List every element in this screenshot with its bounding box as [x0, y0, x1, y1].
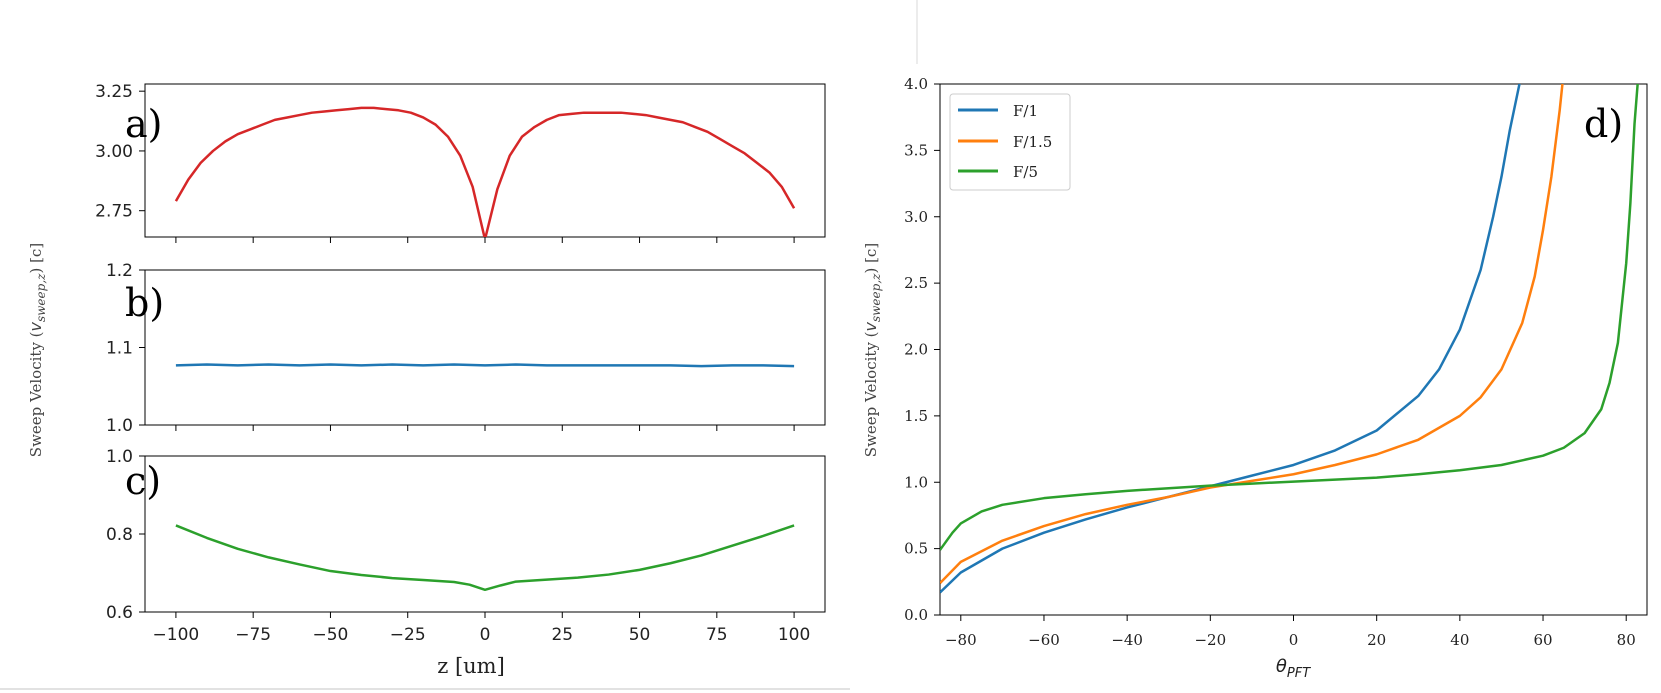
x-tick-label: −75 [235, 625, 271, 645]
x-tick-label: 0 [480, 625, 491, 645]
panel-label-b: b) [125, 281, 164, 325]
series-line-f-1 [940, 84, 1521, 594]
y-tick-label: 0.6 [106, 603, 133, 623]
x-tick-label: 25 [551, 625, 573, 645]
x-label-d-theta: θ [1276, 656, 1287, 677]
panel-b: 1.0 1.1 1.2 b) [106, 261, 826, 436]
y-tick-label: 1.5 [904, 407, 928, 425]
x-tick-label: 50 [629, 625, 651, 645]
y-tick-label: 2.0 [904, 341, 928, 359]
y-tick-label: 4.0 [904, 75, 928, 93]
y-axis-label-d: Sweep Velocity (vsweep,z) [c] [861, 243, 883, 457]
x-tick-label: −100 [153, 625, 200, 645]
x-tick-label: 20 [1367, 631, 1386, 649]
panel-label-c: c) [125, 459, 161, 503]
x-ticks-a [175, 237, 795, 243]
y-tick-label: 0.5 [904, 540, 928, 558]
x-tick-label: −40 [1111, 631, 1143, 649]
y-tick-label: 2.5 [904, 274, 928, 292]
panel-c: 0.6 0.8 1.0 −100 −75 −50 −25 0 25 50 75 100 c) z [… [106, 447, 826, 678]
y-tick-label: 3.5 [904, 141, 928, 159]
plot-frame-a [144, 83, 826, 238]
panel-a: 2.75 3.00 3.25 a) [95, 82, 826, 243]
panel-label-a: a) [125, 102, 162, 146]
panel-d: 0.0 0.5 1.0 1.5 2.0 2.5 3.0 3.5 4.0 −80 −60 −40 −20… [861, 75, 1648, 681]
legend-box [949, 93, 1071, 191]
y-label-d-part: Sweep Velocity ( [862, 331, 880, 457]
x-ticks-c: −100 −75 −50 −25 0 25 50 75 100 [153, 612, 810, 645]
y-tick-label: 2.75 [95, 202, 133, 222]
shared-y-label-unit: ) [c] [27, 243, 45, 274]
y-label-d-var: v [861, 321, 880, 331]
y-label-d-sub: sweep,z [869, 273, 883, 322]
x-ticks-b [175, 425, 795, 431]
x-tick-label: −80 [945, 631, 977, 649]
shared-y-label-sub: sweep,z [34, 273, 48, 322]
shared-y-label-var: v [26, 321, 45, 331]
y-ticks-d: 0.0 0.5 1.0 1.5 2.0 2.5 3.0 3.5 4.0 [904, 75, 940, 624]
y-tick-label: 3.00 [95, 142, 133, 162]
y-tick-label: 0.8 [106, 525, 133, 545]
x-tick-label: 80 [1617, 631, 1636, 649]
legend-label-f1-5: F/1.5 [1013, 133, 1052, 151]
x-tick-label: 0 [1289, 631, 1299, 649]
x-tick-label: −25 [390, 625, 426, 645]
x-tick-label: 100 [778, 625, 810, 645]
y-label-d-unit: ) [c] [862, 243, 880, 274]
y-tick-label: 3.0 [904, 208, 928, 226]
y-tick-label: 1.0 [106, 447, 133, 467]
y-ticks-c: 0.6 0.8 1.0 [106, 447, 145, 623]
shared-y-axis-label: Sweep Velocity (vsweep,z) [c] [26, 243, 48, 457]
x-tick-label: −20 [1194, 631, 1226, 649]
x-axis-label-d: θPFT [1276, 656, 1311, 681]
x-tick-label: −60 [1028, 631, 1060, 649]
y-tick-label: 3.25 [95, 82, 133, 102]
series-line-panel-1 [175, 363, 795, 368]
y-tick-label: 1.0 [904, 473, 928, 491]
x-ticks-d: −80 −60 −40 −20 0 20 40 60 80 [945, 615, 1636, 649]
series-group-c [175, 524, 795, 592]
y-ticks-b: 1.0 1.1 1.2 [106, 261, 145, 436]
y-tick-label: 0.0 [904, 606, 928, 624]
x-label-d-sub: PFT [1287, 666, 1311, 681]
series-group-a [174, 106, 796, 237]
y-tick-label: 1.2 [106, 261, 133, 281]
series-line-panel-0 [174, 106, 796, 237]
y-ticks-a: 2.75 3.00 3.25 [95, 82, 145, 222]
series-line-panel-2 [175, 524, 795, 592]
series-line-f-1-5 [940, 84, 1564, 585]
series-group-d [940, 84, 1639, 594]
legend-label-f5: F/5 [1013, 163, 1038, 181]
legend-label-f1: F/1 [1013, 102, 1038, 120]
series-group-b [175, 363, 795, 368]
y-tick-label: 1.1 [106, 339, 133, 359]
panel-label-d: d) [1584, 102, 1623, 146]
x-tick-label: 40 [1450, 631, 1469, 649]
series-line-f-5 [940, 84, 1639, 551]
x-tick-label: −50 [313, 625, 349, 645]
y-tick-label: 1.0 [106, 416, 133, 436]
shared-y-label-part: Sweep Velocity ( [27, 331, 45, 457]
legend: F/1 F/1.5 F/5 [949, 93, 1071, 191]
x-axis-label-c: z [um] [437, 654, 505, 678]
x-tick-label: 75 [706, 625, 728, 645]
x-tick-label: 60 [1533, 631, 1552, 649]
plot-frame-b [144, 269, 826, 426]
